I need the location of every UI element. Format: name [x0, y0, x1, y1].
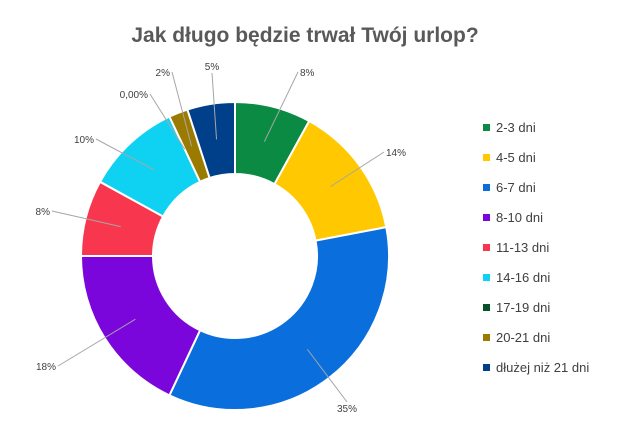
legend-label-9: dłużej niż 21 dni	[496, 360, 589, 375]
data-label-5: 8%	[36, 207, 51, 218]
data-label-1: 8%	[300, 68, 315, 79]
data-label-3: 35%	[337, 404, 357, 415]
data-label-8: 2%	[156, 68, 171, 79]
legend-swatch-2	[483, 154, 490, 161]
leader-line-4	[57, 318, 136, 367]
leader-line-9	[211, 72, 218, 140]
legend-swatch-8	[483, 334, 490, 341]
leader-line-2	[330, 151, 385, 188]
legend-swatch-7	[483, 304, 490, 311]
chart-title: Jak długo będzie trwał Twój urlop?	[131, 24, 478, 47]
data-label-7: 0,00%	[120, 90, 148, 101]
legend-label-5: 11-13 dni	[496, 240, 549, 255]
leader-line-6	[95, 138, 155, 171]
legend-label-7: 17-19 dni	[496, 300, 550, 315]
slice-3	[168, 225, 390, 411]
legend: 2-3 dni 4-5 dni 6-7 dni 8-10 dni 11-13 dni 14…	[483, 120, 589, 375]
legend-label-4: 8-10 dni	[496, 210, 543, 225]
legend-swatch-3	[483, 184, 490, 191]
slices	[79, 100, 390, 411]
data-label-6: 10%	[74, 135, 94, 146]
legend-label-8: 20-21 dni	[496, 330, 550, 345]
data-label-9: 5%	[205, 62, 220, 73]
legend-label-1: 2-3 dni	[496, 120, 536, 135]
legend-swatch-4	[483, 214, 490, 221]
slice-9	[186, 100, 236, 180]
leader-line-1	[263, 71, 299, 142]
legend-swatch-6	[483, 274, 490, 281]
data-label-2: 14%	[386, 148, 406, 159]
leader-line-7	[149, 93, 186, 150]
data-labels: 8% 14% 35% 18% 8% 10% 0,00% 2% 5%	[36, 62, 407, 415]
leader-line-5	[51, 210, 121, 228]
data-label-4: 18%	[36, 362, 56, 373]
legend-label-2: 4-5 dni	[496, 150, 536, 165]
legend-swatch-9	[483, 364, 490, 371]
leader-line-8	[171, 71, 193, 147]
legend-swatch-1	[483, 124, 490, 131]
leader-lines	[51, 71, 385, 403]
leader-line-3	[306, 348, 348, 403]
legend-swatch-5	[483, 244, 490, 251]
legend-label-3: 6-7 dni	[496, 180, 536, 195]
legend-label-6: 14-16 dni	[496, 270, 550, 285]
